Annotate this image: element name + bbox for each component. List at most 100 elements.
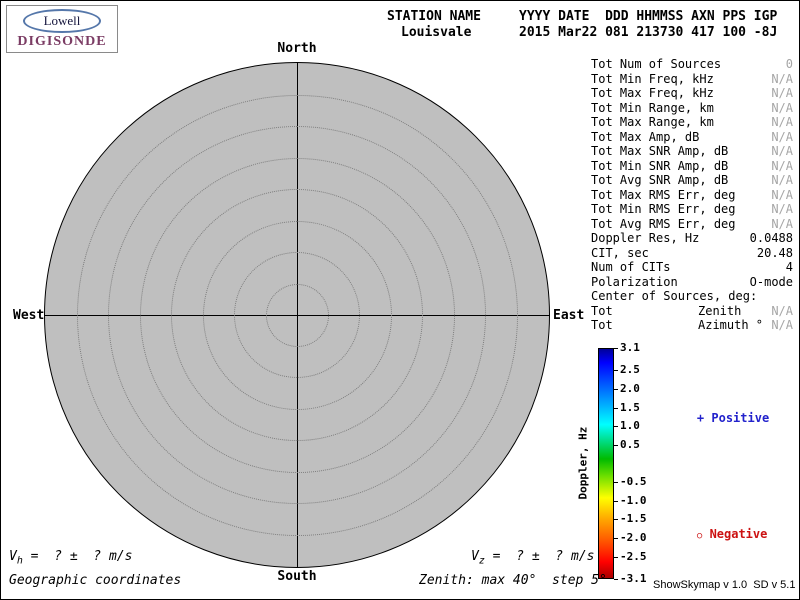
stat-label: Tot Num of Sources [591, 57, 722, 71]
stat-label: Doppler Res, Hz [591, 231, 700, 245]
stat-label: Tot Max RMS Err, deg [591, 187, 736, 202]
colorbar-tick-label: 0.5 [614, 437, 640, 451]
stat-sublabel: Azimuth ° [698, 318, 764, 332]
colorbar-tick-label: 1.0 [614, 419, 640, 433]
vh-subscript: h [16, 555, 23, 567]
stat-row-max-range: Tot Max Range, km N/A [591, 115, 793, 130]
stat-value: N/A [771, 318, 793, 332]
vz-subscript: z [478, 555, 485, 567]
stat-label: Tot Max Range, km [591, 115, 714, 129]
legend-positive-label: Positive [711, 411, 770, 425]
stat-label: Tot Max SNR Amp, dB [591, 144, 729, 158]
stat-label: Tot [591, 318, 613, 332]
logo-digisonde-text: DIGISONDE [17, 34, 107, 49]
stat-value: N/A [771, 86, 793, 100]
stat-row-num-sources: Tot Num of Sources 0 [591, 57, 793, 72]
vz-value: = ? ± ? m/s [484, 549, 595, 564]
stat-value: N/A [771, 158, 793, 173]
stat-row-num-cits: Num of CITs 4 [591, 260, 793, 275]
stat-row-max-snr: Tot Max SNR Amp, dB N/A [591, 144, 793, 159]
stat-sublabel: Zenith [698, 303, 742, 318]
stat-label: Center of Sources, deg: [591, 289, 758, 303]
lowell-oval-icon: Lowell [23, 9, 101, 33]
stat-label: Tot Max Freq, kHz [591, 86, 714, 100]
colorbar-tick-label: 2.5 [614, 363, 640, 377]
zenith-scale-note: Zenith: max 40° step 5° [419, 573, 607, 588]
colorbar-tick-label: 3.1 [614, 341, 640, 354]
colorbar-tick-label: -0.5 [614, 475, 647, 489]
stat-row-zenith: Tot Zenith N/A [591, 304, 793, 319]
stat-value: N/A [771, 144, 793, 158]
header-fields-value: 2015 Mar22 081 213730 417 100 -8J [519, 25, 778, 40]
stat-label: CIT, sec [591, 245, 649, 260]
stat-label: Tot Avg RMS Err, deg [591, 216, 736, 231]
circle-marker-icon: ○ [696, 531, 703, 541]
legend-negative-label: Negative [709, 527, 768, 541]
colorbar-tick-label: 1.5 [614, 400, 640, 414]
stat-value: N/A [771, 216, 793, 231]
colorbar-tick-label: -3.1 [614, 572, 647, 585]
stat-row-cit: CIT, sec 20.48 [591, 246, 793, 261]
stat-value: N/A [771, 202, 793, 216]
stat-row-avg-rms: Tot Avg RMS Err, deg N/A [591, 217, 793, 232]
stat-label: Tot Avg SNR Amp, dB [591, 173, 729, 187]
vz-symbol: V [471, 549, 479, 564]
stat-label: Tot Min Freq, kHz [591, 71, 714, 86]
zenith-ring [76, 94, 518, 536]
stat-value: N/A [771, 115, 793, 129]
stat-value: N/A [771, 187, 793, 202]
stat-label: Polarization [591, 274, 678, 289]
coordinates-note: Geographic coordinates [9, 573, 182, 588]
stat-row-max-rms: Tot Max RMS Err, deg N/A [591, 188, 793, 203]
stat-value: 0 [785, 57, 793, 71]
station-name-label: STATION NAME [387, 9, 481, 24]
stat-label: Tot [591, 303, 613, 318]
stat-row-min-range: Tot Min Range, km N/A [591, 101, 793, 116]
stat-value: 0.0488 [749, 231, 793, 245]
compass-south-label: South [277, 569, 317, 584]
colorbar-tick-label: -1.0 [614, 493, 647, 507]
stat-value: 4 [785, 260, 793, 274]
stat-label: Tot Min SNR Amp, dB [591, 158, 729, 173]
colorbar-tick-label: 2.0 [614, 381, 640, 395]
plus-marker-icon: + [696, 411, 705, 425]
stat-value: N/A [771, 173, 793, 187]
vh-value: = ? ± ? m/s [22, 549, 133, 564]
colorbar-ticks: 3.1 2.5 2.0 1.5 1.0 0.5 -0.5 -1.0 -1.5 -2.0 -2.5 -3… [614, 342, 662, 585]
colorbar-tick-label: -2.5 [614, 549, 647, 563]
stat-value: N/A [771, 303, 793, 318]
stat-value: N/A [771, 100, 793, 115]
vh-symbol: V [9, 549, 17, 564]
stat-row-min-rms: Tot Min RMS Err, deg N/A [591, 202, 793, 217]
logo-lowell-text: Lowell [43, 13, 81, 28]
stat-value: O-mode [749, 274, 793, 289]
vz-readout: Vz = ? ± ? m/s [471, 549, 594, 567]
legend-negative: ○ Negative [668, 513, 767, 555]
version-credit: ShowSkymap v 1.0 SD v 5.1 [653, 579, 796, 591]
header-fields-label: YYYY DATE DDD HHMMSS AXN PPS IGP [519, 9, 778, 24]
doppler-colorbar [598, 348, 614, 579]
stat-label: Tot Min RMS Err, deg [591, 202, 736, 216]
stat-label: Tot Min Range, km [591, 100, 714, 115]
station-name-value: Louisvale [401, 25, 472, 40]
stat-value: 20.48 [756, 245, 793, 260]
skymap-plot [44, 62, 550, 568]
colorbar-axis-label: Doppler, Hz [576, 426, 590, 500]
compass-west-label: West [13, 308, 45, 323]
colorbar-tick-label: -2.0 [614, 531, 647, 545]
vh-readout: Vh = ? ± ? m/s [9, 549, 132, 567]
colorbar-tick-label: -1.5 [614, 512, 647, 526]
legend-positive: + Positive [668, 397, 769, 439]
stat-row-min-freq: Tot Min Freq, kHz N/A [591, 72, 793, 87]
stat-label: Num of CITs [591, 260, 671, 274]
stat-row-min-snr: Tot Min SNR Amp, dB N/A [591, 159, 793, 174]
stat-value: N/A [771, 71, 793, 86]
stat-value: N/A [771, 129, 793, 144]
stat-row-doppler-res: Doppler Res, Hz 0.0488 [591, 231, 793, 246]
compass-east-label: East [553, 308, 585, 323]
stat-row-polarization: Polarization O-mode [591, 275, 793, 290]
stat-row-azimuth: Tot Azimuth ° N/A [591, 318, 793, 333]
stat-label: Tot Max Amp, dB [591, 129, 700, 144]
lowell-digisonde-logo: Lowell DIGISONDE [6, 5, 118, 53]
